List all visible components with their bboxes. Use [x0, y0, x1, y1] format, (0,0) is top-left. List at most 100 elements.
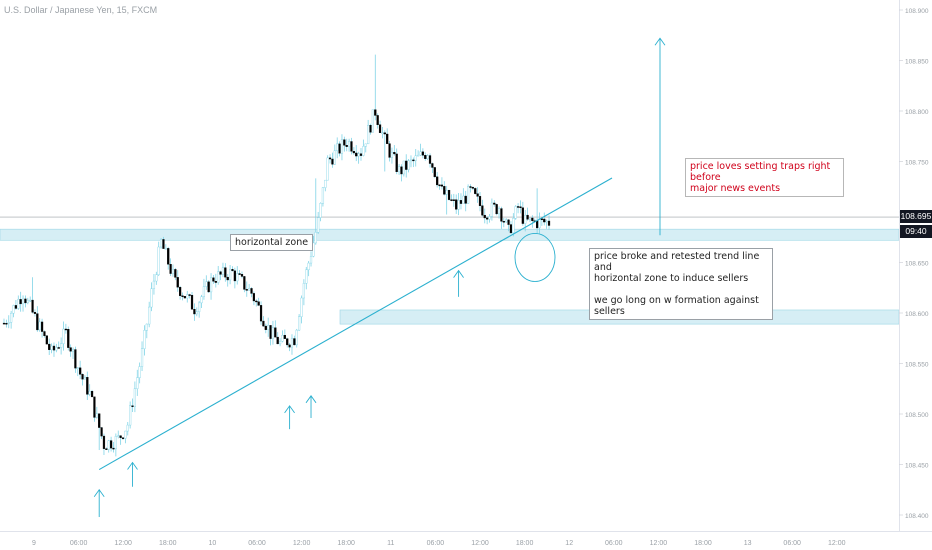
- candle-body: [436, 176, 439, 186]
- x-tick-label: 06:00: [248, 540, 266, 547]
- x-tick-label: 13: [744, 540, 752, 547]
- candle-body: [150, 288, 153, 308]
- x-tick-label: 12:00: [293, 540, 311, 547]
- candle-body: [5, 323, 8, 325]
- y-tick-label: 108.550: [905, 362, 929, 369]
- candle-body: [271, 327, 275, 339]
- candle-body: [174, 269, 177, 278]
- candle-body: [493, 202, 496, 205]
- candle-body: [295, 329, 298, 346]
- candle-body: [328, 157, 332, 160]
- candle-body: [10, 312, 13, 323]
- candle-body: [179, 286, 182, 296]
- candle-body: [464, 195, 467, 204]
- candle-body: [124, 430, 127, 439]
- candle-body: [119, 435, 122, 438]
- candle-body: [143, 330, 146, 349]
- candle-body: [186, 294, 189, 299]
- candle-body: [24, 298, 27, 304]
- up-arrow-head: [453, 269, 464, 278]
- candle-body: [105, 448, 108, 450]
- candle-body: [338, 143, 341, 154]
- drawings: [93, 37, 666, 518]
- candle-body: [309, 256, 313, 264]
- candle-body: [362, 146, 365, 156]
- candle-body: [209, 277, 213, 293]
- candle-body: [193, 309, 196, 315]
- x-tick-label: 12:00: [828, 540, 846, 547]
- candle-body: [71, 349, 75, 352]
- candle-body: [514, 206, 517, 219]
- candle-body: [417, 154, 420, 157]
- candle-body: [40, 321, 44, 332]
- annotation-horizontal-zone[interactable]: horizontal zone: [230, 234, 314, 251]
- candle-body: [202, 286, 206, 297]
- candle-body: [521, 207, 524, 224]
- candle-body: [159, 239, 163, 248]
- candle-body: [83, 377, 87, 380]
- candle-body: [176, 277, 179, 288]
- candle-body: [252, 293, 255, 302]
- up-arrow-head: [284, 405, 295, 414]
- trend-line: [98, 177, 613, 471]
- up-arrow-head: [127, 461, 138, 470]
- candle-body: [43, 331, 46, 336]
- time-axis[interactable]: 9 06:00 12:00 18:00 10 06:00 12:00 18:00 11 06:00…: [32, 540, 846, 547]
- candle-body: [257, 301, 260, 306]
- candle-body: [497, 208, 501, 215]
- candle-body: [131, 405, 134, 407]
- price-axis[interactable]: 108.400 108.450 108.500 108.550 108.600 108.6…: [899, 8, 929, 520]
- candle-body: [88, 391, 91, 395]
- candle-body: [374, 109, 377, 116]
- x-tick-label: 06:00: [783, 540, 801, 547]
- x-tick-label: 18:00: [337, 540, 355, 547]
- candle-body: [319, 203, 322, 218]
- candle-body: [428, 155, 432, 164]
- annotation-broke-retest[interactable]: price broke and retested trend line and …: [589, 248, 773, 320]
- candle-body: [29, 299, 32, 302]
- candle-body: [107, 440, 110, 450]
- candle-body: [476, 193, 479, 197]
- candle-body: [300, 297, 303, 317]
- candle-body: [336, 143, 339, 151]
- candle-body: [155, 274, 158, 282]
- candle-body: [7, 322, 10, 324]
- candle-body: [424, 155, 427, 159]
- annotation-traps[interactable]: price loves setting traps right before m…: [685, 158, 844, 197]
- candle-body: [450, 199, 453, 201]
- candle-body: [459, 200, 463, 204]
- candle-body: [267, 325, 270, 330]
- candle-body: [45, 335, 48, 345]
- x-tick-label: 18:00: [159, 540, 177, 547]
- candle-body: [81, 374, 84, 380]
- candle-body: [381, 132, 384, 134]
- candle-body: [248, 288, 251, 291]
- candle-body: [228, 269, 232, 281]
- candle-body: [250, 288, 253, 294]
- candle-body: [367, 125, 370, 145]
- candle-body: [443, 186, 446, 195]
- y-tick-label: 108.500: [905, 412, 929, 419]
- candle-body: [536, 220, 539, 229]
- candle-body: [79, 367, 82, 375]
- candle-body: [93, 396, 96, 418]
- candle-body: [421, 151, 424, 156]
- candle-body: [60, 343, 63, 348]
- candle-body: [288, 344, 291, 348]
- candle-body: [162, 239, 165, 249]
- x-tick-label: 06:00: [605, 540, 623, 547]
- candle-body: [171, 269, 175, 274]
- candle-body: [350, 141, 353, 152]
- candle-body: [321, 187, 325, 204]
- candle-body: [214, 281, 217, 283]
- candle-body: [138, 366, 141, 378]
- candle-body: [516, 206, 520, 208]
- candle-body: [86, 377, 89, 395]
- candle-body: [100, 427, 103, 437]
- y-tick-label: 108.800: [905, 109, 929, 116]
- up-arrow-head: [654, 37, 666, 46]
- candle-body: [90, 391, 94, 398]
- x-tick-label: 12:00: [471, 540, 489, 547]
- last-price-tag: 108.695: [900, 210, 932, 223]
